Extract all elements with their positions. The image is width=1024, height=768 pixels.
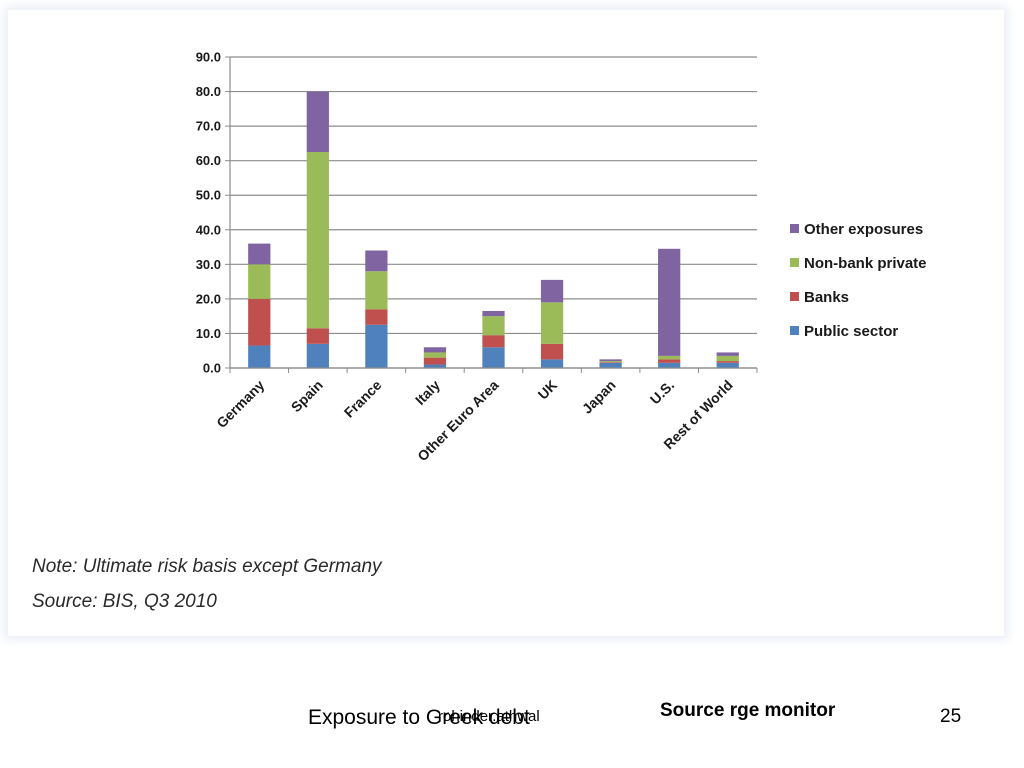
footer-author: rohinder.athwal: [438, 708, 540, 725]
legend-swatch: [790, 292, 799, 301]
bar-segment-banks: [482, 335, 505, 348]
stacked-bar-chart: 90.0 80.0 70.0 60.0 50.0 40.0 30.0 20.0 10.0 0.0G…: [196, 50, 927, 465]
bar-segment-other-exposures: [540, 279, 564, 303]
y-tick-label: 60.0: [196, 153, 221, 168]
bar-segment-public-sector: [248, 345, 271, 368]
legend-swatch: [790, 224, 799, 233]
bar-segment-other-exposures: [365, 250, 388, 272]
legend-label: Public sector: [804, 323, 898, 340]
y-tick-label: 90.0: [196, 50, 221, 65]
bar-segment-public-sector: [306, 343, 329, 368]
bar-segment-other-exposures: [423, 347, 447, 353]
chart-note: Note: Ultimate risk basis except Germany: [32, 556, 382, 577]
bar-segment-public-sector: [540, 359, 564, 368]
bar-segment-non-bank-private: [365, 271, 388, 310]
x-tick-label: France: [341, 377, 385, 421]
y-tick-label: 30.0: [196, 257, 221, 272]
y-tick-label: 20.0: [196, 291, 221, 306]
x-tick-label: UK: [535, 377, 561, 403]
chart-panel: 90.0 80.0 70.0 60.0 50.0 40.0 30.0 20.0 10.0 0.0 G…: [8, 10, 1004, 636]
legend-label: Banks: [804, 289, 849, 306]
y-tick-label: 0.0: [203, 361, 221, 376]
footer-source: Source rge monitor: [660, 700, 836, 721]
x-tick-label: Germany: [213, 377, 267, 431]
bar-segment-banks: [248, 298, 271, 346]
bar-segment-non-bank-private: [306, 152, 329, 329]
bar-segment-public-sector: [365, 324, 388, 368]
bar-segment-banks: [365, 309, 388, 325]
bar-segment-non-bank-private: [658, 355, 681, 360]
bar-segment-public-sector: [599, 362, 622, 368]
y-tick-label: 50.0: [196, 188, 221, 203]
y-tick-label: 10.0: [196, 326, 221, 341]
legend-swatch: [790, 258, 799, 267]
page-number: 25: [940, 706, 962, 727]
bar-segment-public-sector: [482, 347, 505, 368]
bar-segment-banks: [658, 359, 681, 363]
bar-segment-other-exposures: [482, 310, 505, 317]
legend-swatch: [790, 326, 799, 335]
bar-segment-public-sector: [658, 362, 681, 368]
bar-segment-banks: [423, 357, 447, 365]
bar-segment-other-exposures: [306, 91, 329, 153]
bar-segment-non-bank-private: [248, 264, 271, 299]
chart-source: Source: BIS, Q3 2010: [32, 591, 217, 612]
x-tick-label: Italy: [412, 377, 443, 408]
x-tick-label: Japan: [579, 377, 619, 417]
y-tick-label: 40.0: [196, 222, 221, 237]
slide-title: Exposure to Greek debt: [308, 706, 530, 729]
bar-segment-other-exposures: [599, 359, 622, 362]
y-tick-label: 70.0: [196, 119, 221, 134]
x-tick-label: Spain: [288, 377, 326, 415]
bar-segment-public-sector: [423, 364, 447, 368]
bar-segment-non-bank-private: [482, 316, 505, 336]
legend-label: Other exposures: [804, 221, 923, 238]
bar-segment-public-sector: [716, 362, 739, 368]
bar-segment-other-exposures: [716, 352, 739, 356]
bar-segment-non-bank-private: [423, 352, 447, 358]
bar-segment-banks: [306, 328, 329, 344]
x-tick-label: U.S.: [647, 377, 678, 408]
legend-label: Non-bank private: [804, 255, 927, 272]
bar-segment-other-exposures: [248, 243, 271, 265]
bar-segment-non-bank-private: [599, 361, 622, 363]
bar-segment-non-bank-private: [716, 355, 739, 362]
y-tick-label: 80.0: [196, 84, 221, 99]
bar-segment-other-exposures: [658, 248, 681, 356]
bar-segment-banks: [599, 362, 622, 363]
bar-segment-banks: [716, 361, 739, 363]
bar-segment-non-bank-private: [540, 302, 564, 344]
bar-segment-banks: [540, 343, 564, 360]
